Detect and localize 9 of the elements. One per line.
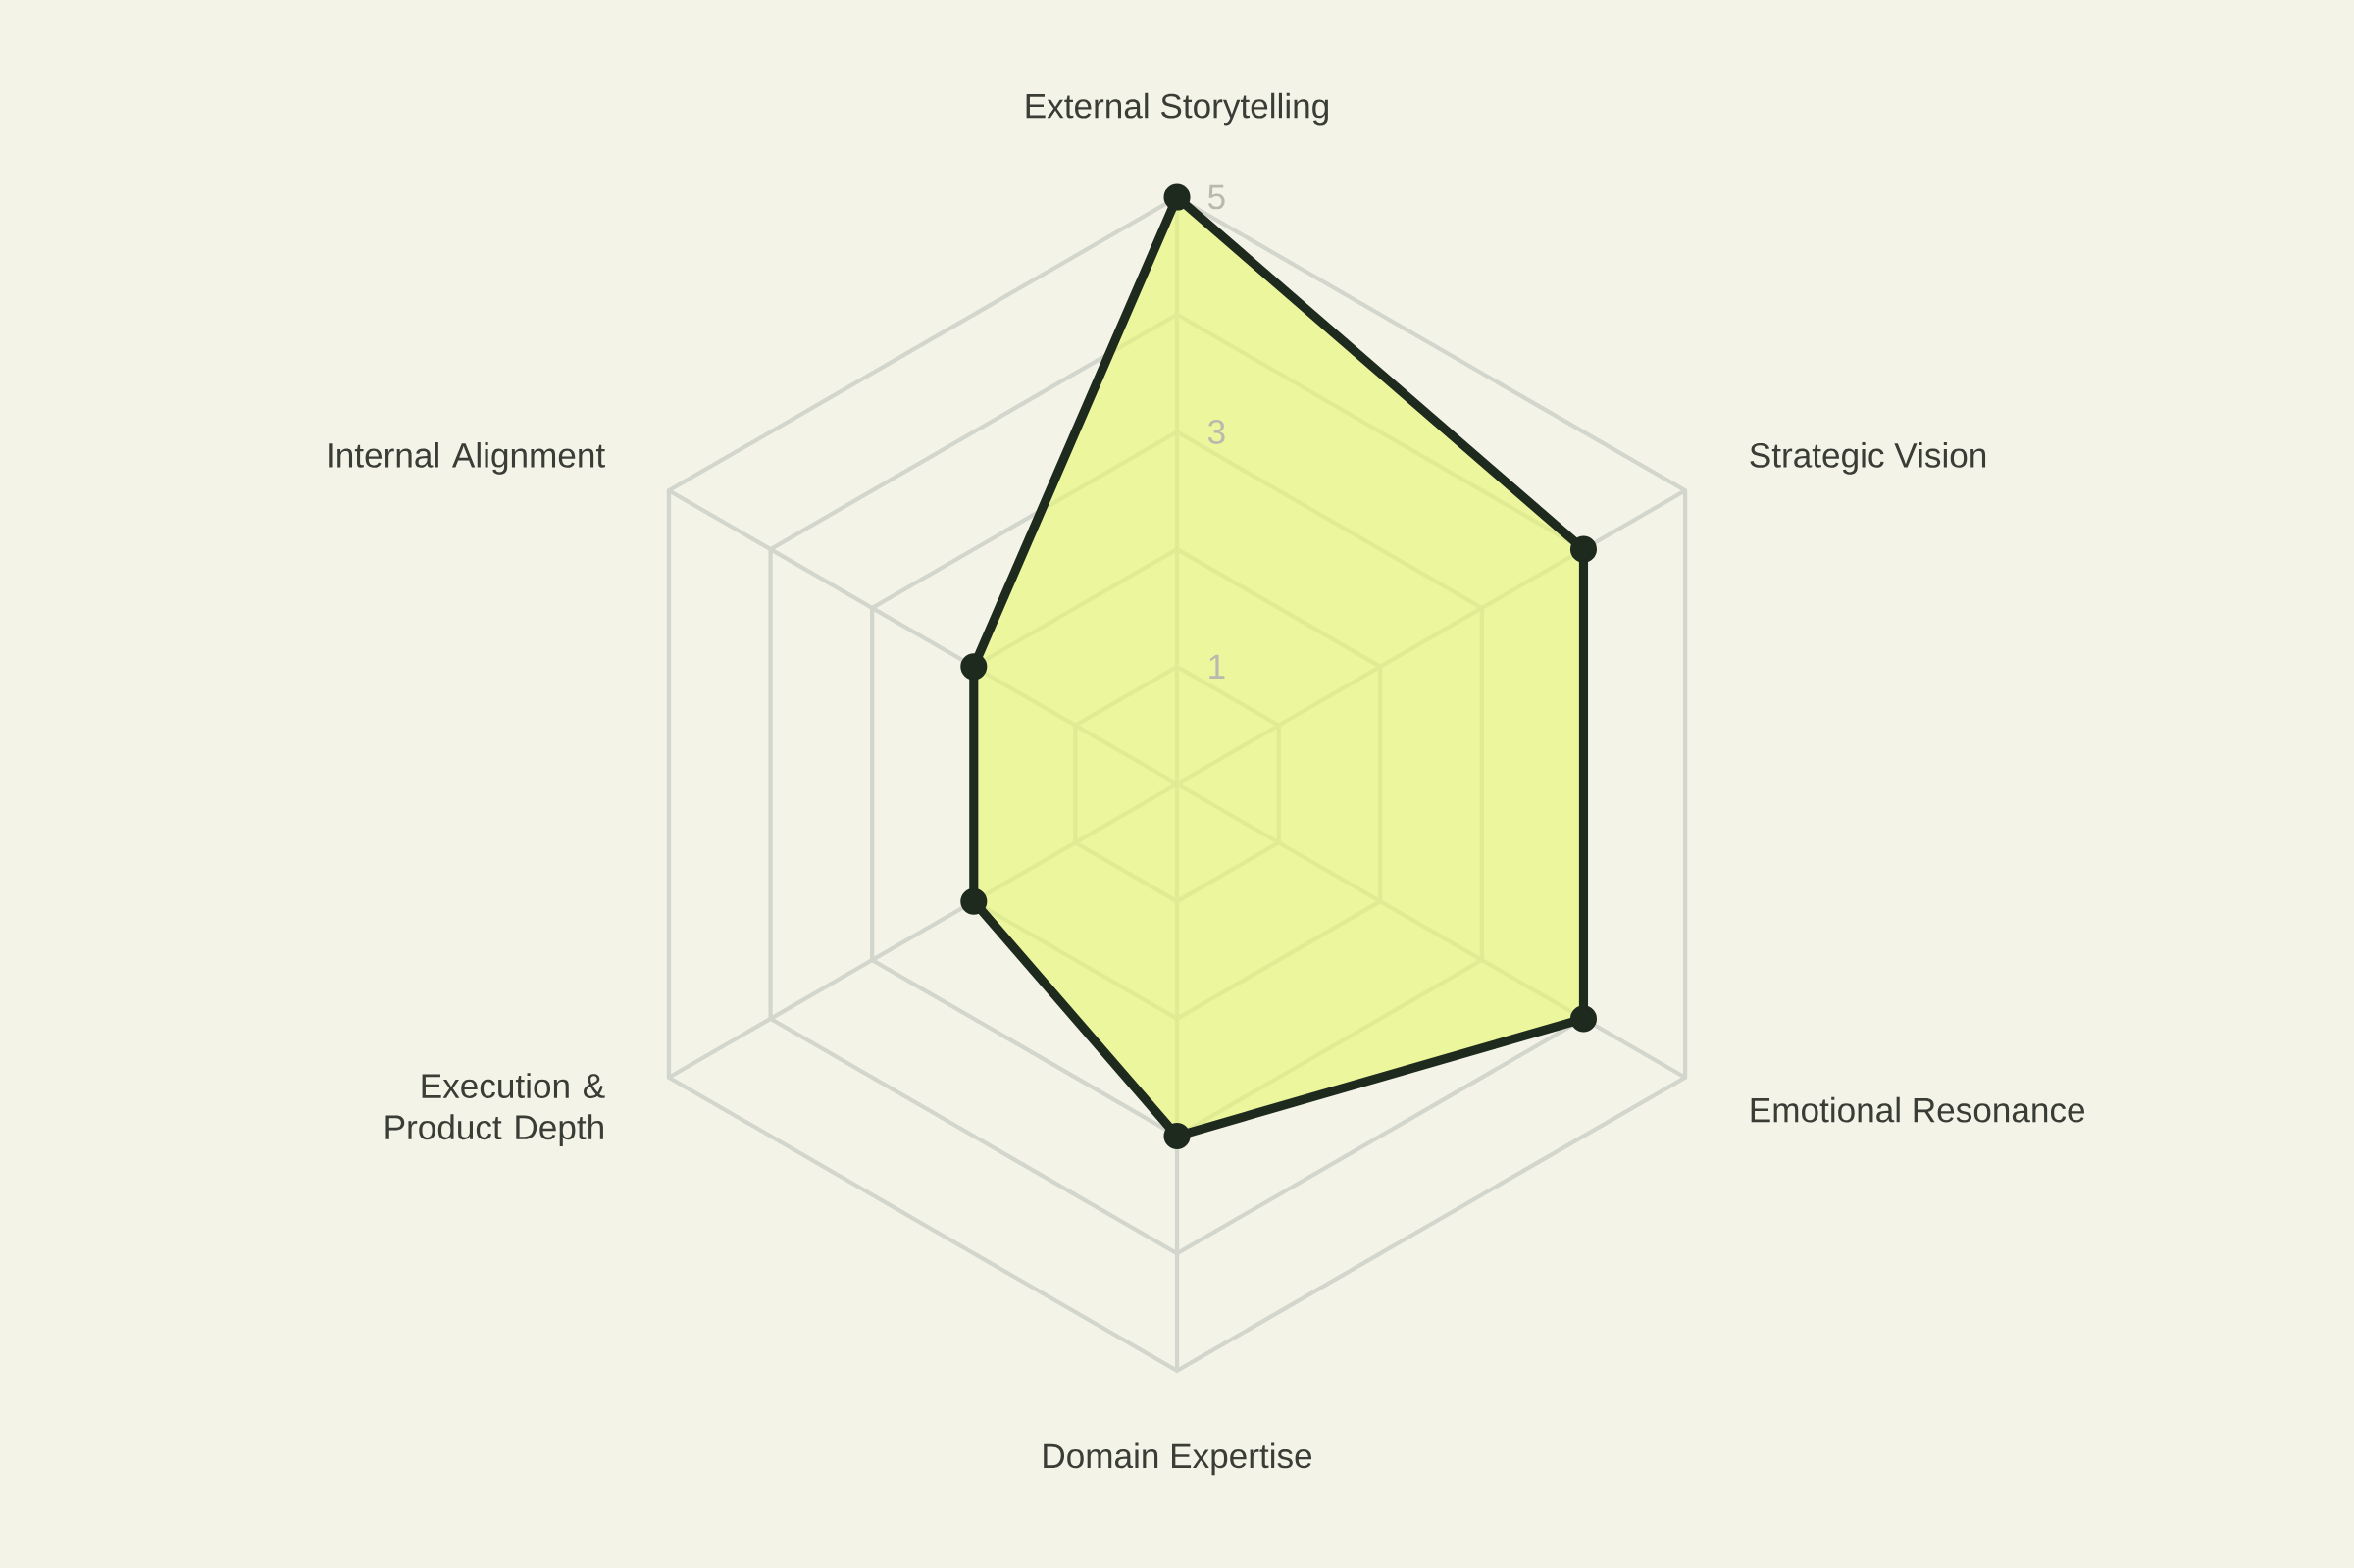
spoke-label: Execution & Product Depth (385, 1073, 605, 1147)
y-tick-label: 3 (1207, 420, 1225, 444)
spoke-label: Strategic Vision (1750, 442, 1986, 475)
spoke-label: Emotional Resonance (1751, 1096, 2084, 1123)
y-tick-label: 1 (1209, 654, 1225, 679)
spoke-label: Internal Alignment (329, 442, 605, 475)
spoke-label: Domain Expertise (1044, 1442, 1312, 1476)
spoke-label: External Storytelling (1026, 92, 1328, 126)
y-tick-label: 5 (1208, 184, 1225, 210)
